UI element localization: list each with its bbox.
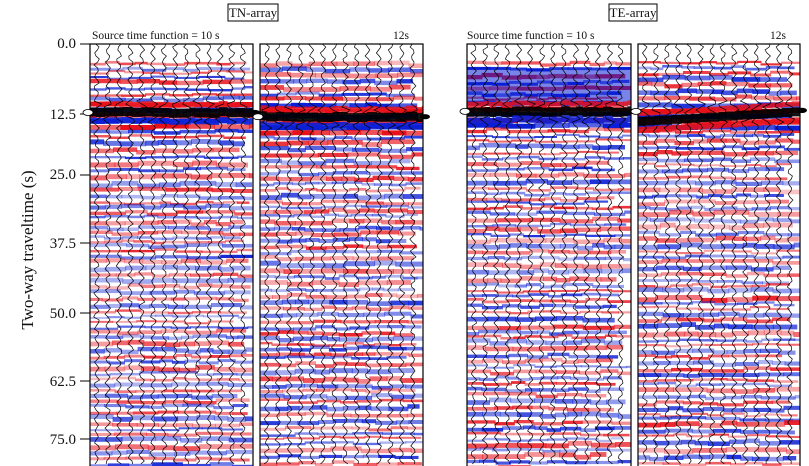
- trace: [395, 44, 408, 465]
- trace: [283, 44, 295, 465]
- trace: [170, 44, 181, 465]
- panel-label: Source time function = 10 s: [92, 30, 220, 42]
- group-title-te-array: TE-array: [608, 3, 658, 22]
- amplitude-bands: [638, 60, 800, 466]
- trace: [559, 44, 570, 465]
- panel-label: Source time function = 10 s: [467, 30, 595, 42]
- trace: [226, 44, 237, 465]
- trace: [192, 44, 203, 465]
- seismic-panels: [82, 43, 807, 466]
- trace: [491, 44, 502, 465]
- panel-label: 12s: [770, 30, 787, 42]
- trace: [261, 44, 273, 465]
- trace: [581, 44, 593, 465]
- trace: [237, 44, 249, 465]
- panel-frame: [259, 43, 424, 466]
- strong-negative-zone: [467, 68, 631, 106]
- wiggle-traces: [91, 44, 249, 465]
- panel-frame: [466, 43, 632, 466]
- trace: [592, 44, 604, 465]
- wiggle-traces: [639, 44, 795, 465]
- panel-frame: [89, 43, 254, 466]
- trace: [158, 44, 170, 465]
- wiggle-traces: [261, 44, 418, 465]
- trace: [295, 44, 306, 465]
- y-axis-label: Two-way traveltime (s): [18, 170, 37, 329]
- trace: [147, 44, 159, 465]
- trace: [468, 44, 480, 465]
- trace: [762, 44, 774, 464]
- trace: [502, 44, 514, 465]
- trace: [125, 44, 137, 465]
- trace: [102, 44, 112, 465]
- y-axis-ticks: 0.0 12.5 25.0 37.5 50.0 62.5 75.0: [50, 36, 76, 448]
- trace: [615, 44, 627, 465]
- trace: [662, 44, 673, 465]
- trace: [203, 44, 215, 465]
- trace: [513, 44, 525, 465]
- y-tick-label: 12.5: [50, 107, 76, 123]
- reflector-marker: [630, 108, 642, 115]
- trace: [569, 44, 582, 465]
- trace: [317, 44, 329, 465]
- group-title-text: TN-array: [229, 5, 278, 20]
- trace: [639, 44, 651, 465]
- trace: [524, 44, 537, 465]
- reflector-marker: [82, 109, 94, 116]
- seismic-panel: [82, 43, 260, 466]
- panel-label: 12s: [393, 30, 410, 42]
- strong-reflector: [638, 101, 800, 133]
- wiggle-traces: [468, 44, 627, 465]
- trace: [673, 44, 684, 465]
- trace: [773, 44, 785, 465]
- strong-reflector: [260, 105, 423, 130]
- trace: [408, 44, 418, 465]
- trace: [739, 44, 751, 465]
- panel-frame: [637, 43, 801, 466]
- trace: [373, 44, 385, 465]
- trace: [604, 44, 616, 465]
- y-tick-marks: [80, 43, 90, 440]
- trace: [785, 44, 795, 465]
- trace: [328, 44, 340, 465]
- trace: [182, 44, 193, 465]
- trace: [272, 44, 284, 465]
- trace: [352, 44, 363, 465]
- trace: [695, 44, 707, 465]
- trace: [651, 44, 661, 465]
- trace: [479, 44, 490, 465]
- seismic-panel: [459, 43, 638, 466]
- trace: [306, 44, 318, 465]
- reflector-marker: [420, 114, 430, 120]
- trace: [384, 44, 397, 465]
- group-title-text: TE-array: [610, 5, 657, 20]
- y-tick-label: 50.0: [50, 306, 76, 322]
- trace: [135, 44, 148, 465]
- trace: [339, 44, 351, 465]
- trace: [683, 44, 696, 465]
- trace: [717, 44, 729, 465]
- reflector-marker: [252, 113, 264, 121]
- seismic-panel: [630, 43, 807, 466]
- y-tick-label: 75.0: [50, 432, 76, 448]
- group-title-tn-array: TN-array: [227, 3, 279, 22]
- trace: [729, 44, 740, 465]
- y-tick-label: 0.0: [57, 36, 76, 52]
- trace: [706, 44, 717, 464]
- y-tick-label: 37.5: [50, 236, 76, 252]
- trace: [114, 44, 124, 465]
- reflector-marker: [459, 108, 471, 115]
- y-tick-label: 25.0: [50, 167, 76, 183]
- reflector-marker: [797, 107, 807, 113]
- trace: [548, 44, 559, 465]
- trace: [362, 44, 374, 465]
- trace: [750, 44, 762, 465]
- seismic-panel: [252, 43, 430, 466]
- y-tick-label: 62.5: [50, 374, 76, 390]
- trace: [214, 44, 226, 464]
- trace: [535, 44, 547, 465]
